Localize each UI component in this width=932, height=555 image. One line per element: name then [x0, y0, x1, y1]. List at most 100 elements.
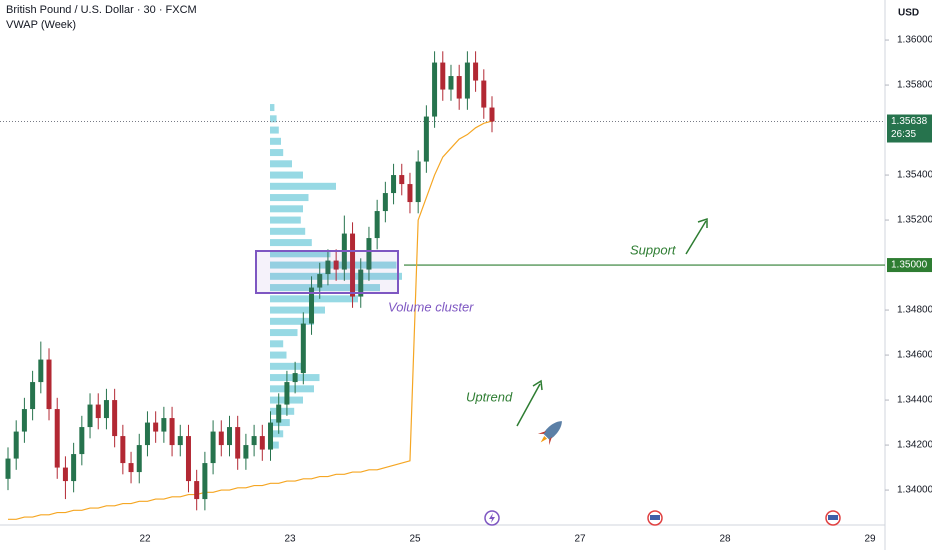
x-tick-label: 28: [719, 534, 731, 545]
overlay: [255, 217, 841, 526]
candle-body: [292, 373, 298, 383]
candle-body: [243, 445, 249, 459]
volume-profile-bar: [270, 351, 287, 359]
flag-stripe: [650, 515, 660, 520]
annotation: Volume cluster: [388, 299, 474, 314]
vwap-line: [8, 120, 493, 520]
candle-body: [194, 481, 200, 500]
y-tick-label: 1.34400: [897, 395, 932, 406]
volume-profile-bar: [270, 284, 380, 292]
candle-body: [153, 422, 159, 432]
candle-body: [87, 404, 93, 428]
currency-label: USD: [898, 8, 919, 19]
candle-body: [448, 76, 454, 90]
candle-body: [423, 116, 429, 162]
annotation: Support: [630, 242, 677, 257]
cluster-box: [255, 250, 399, 294]
volume-profile-bar: [270, 407, 295, 415]
candle-body: [112, 400, 118, 437]
volume-profile-bar: [270, 340, 284, 348]
volume-profile-bar: [270, 171, 303, 179]
candle-body: [407, 184, 413, 203]
volume-profile-bar: [270, 317, 314, 325]
candle-body: [325, 260, 331, 275]
candle-body: [161, 418, 167, 432]
candle-body: [185, 436, 191, 482]
candle-body: [95, 404, 101, 419]
volume-profile-bar: [270, 205, 303, 213]
candle-body: [481, 80, 487, 108]
x-tick-label: 29: [864, 534, 876, 545]
countdown-label: 26:35: [891, 129, 916, 140]
annotation: Uptrend: [466, 389, 513, 404]
candle-body: [54, 409, 60, 468]
arrow-head: [532, 379, 543, 391]
y-tick-label: 1.36000: [897, 35, 932, 46]
volume-profile-bar: [270, 430, 284, 438]
chart-title: British Pound / U.S. Dollar · 30 · FXCM: [6, 4, 197, 16]
volume-profile-bar: [270, 104, 275, 112]
indicator-label: VWAP (Week): [6, 19, 76, 31]
candle-body: [46, 359, 52, 410]
volume-profile-bar: [270, 216, 301, 224]
candle-body: [62, 467, 68, 482]
candle-body: [440, 62, 446, 90]
candle-body: [268, 422, 274, 450]
event-icon-bolt: [489, 513, 495, 523]
candle-body: [333, 260, 339, 270]
candle-body: [71, 454, 77, 482]
y-tick-label: 1.35200: [897, 215, 932, 226]
volume-profile-bar: [270, 239, 312, 247]
volume-profile-bar: [270, 306, 325, 314]
volume-profile-bar: [270, 261, 397, 269]
arrow: [516, 383, 541, 427]
candle-body: [235, 427, 241, 459]
candle-body: [399, 175, 405, 185]
candle-body: [144, 422, 150, 446]
y-tick-label: 1.34200: [897, 440, 932, 451]
candle-body: [391, 175, 397, 194]
y-tick-label: 1.35400: [897, 170, 932, 181]
candle-body: [259, 436, 265, 450]
volume-profile-bar: [270, 126, 279, 134]
candle-body: [309, 287, 315, 324]
candle-body: [13, 431, 19, 459]
candle-body: [473, 62, 479, 81]
candle-body: [432, 62, 438, 117]
event-icon[interactable]: [484, 510, 500, 526]
candle-body: [366, 238, 372, 270]
rocket-body: [543, 421, 562, 440]
support-label-bg: [887, 258, 932, 273]
x-tick-label: 27: [574, 534, 586, 545]
y-tick-label: 1.35800: [897, 80, 932, 91]
candle-body: [300, 323, 306, 374]
arrow-head: [697, 217, 708, 228]
candle-body: [177, 436, 183, 446]
plot-area: [0, 51, 885, 520]
volume-profile-bar: [270, 441, 279, 449]
candle-body: [350, 233, 356, 297]
y-tick-label: 1.34600: [897, 350, 932, 361]
candle-body: [415, 161, 421, 203]
x-tick-label: 23: [284, 534, 296, 545]
candle-body: [464, 62, 470, 99]
candle-body: [374, 211, 380, 239]
candle-body: [103, 400, 109, 419]
volume-profile-bar: [270, 329, 298, 337]
y-tick-label: 1.34000: [897, 485, 932, 496]
candle-body: [128, 463, 134, 473]
arrow: [685, 220, 707, 255]
volume-profile-bar: [270, 137, 281, 145]
candle-body: [136, 445, 142, 473]
candle-body: [284, 382, 290, 405]
candle-body: [202, 463, 208, 500]
candle-body: [317, 274, 323, 288]
volume-profile-bar: [270, 194, 309, 202]
candle-body: [226, 427, 232, 446]
last-price-label: 1.35638: [891, 116, 928, 127]
candle-body: [210, 431, 216, 464]
candle-body: [358, 269, 364, 297]
volume-profile-bar: [270, 362, 303, 370]
x-tick-label: 22: [139, 534, 151, 545]
